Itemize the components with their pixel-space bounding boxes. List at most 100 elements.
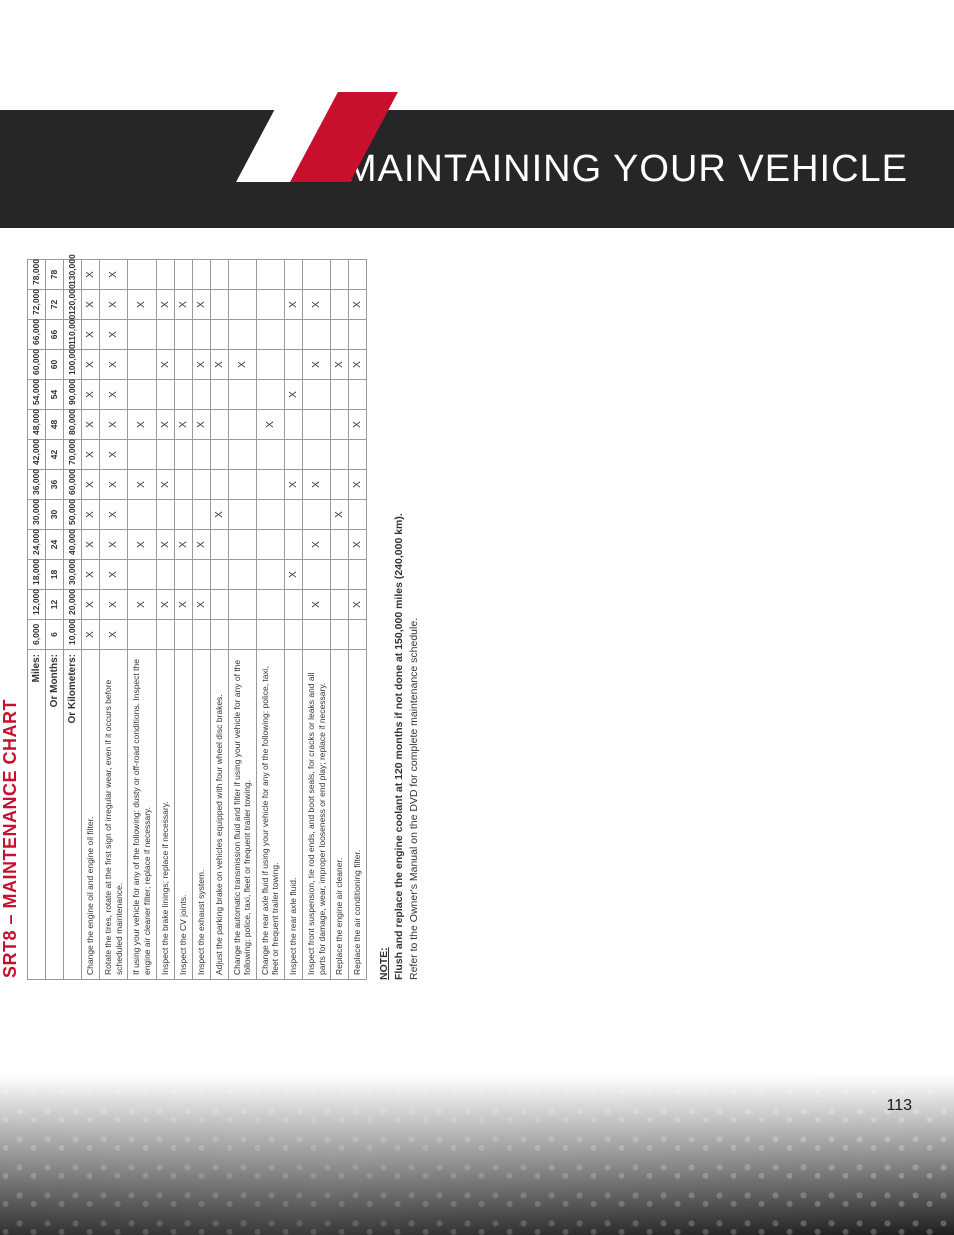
footer-texture <box>0 1075 954 1235</box>
task-mark: X <box>303 590 331 620</box>
task-mark <box>349 440 367 470</box>
task-description: Adjust the parking brake on vehicles equ… <box>210 650 228 980</box>
column-header: 48 <box>46 410 64 440</box>
task-mark: X <box>82 590 100 620</box>
task-mark <box>156 320 174 350</box>
task-mark <box>349 260 367 290</box>
header-row-label: Or Kilometers: <box>64 650 82 980</box>
task-mark <box>128 620 156 650</box>
task-mark <box>228 500 256 530</box>
task-description: Change the rear axle fluid if using your… <box>256 650 284 980</box>
column-header: 60,000 <box>28 350 46 380</box>
task-mark <box>128 320 156 350</box>
task-mark <box>303 560 331 590</box>
task-mark <box>331 410 349 440</box>
task-mark <box>256 290 284 320</box>
column-header: 42,000 <box>28 440 46 470</box>
task-mark: X <box>100 320 128 350</box>
task-mark <box>228 560 256 590</box>
task-mark: X <box>82 350 100 380</box>
task-description: Rotate the tires, rotate at the first si… <box>100 650 128 980</box>
column-header: 10,000 <box>64 620 82 650</box>
task-description: Change the engine oil and engine oil fil… <box>82 650 100 980</box>
task-mark: X <box>285 470 303 500</box>
note-bold-line: Flush and replace the engine coolant at … <box>392 260 407 980</box>
task-mark: X <box>156 350 174 380</box>
task-mark: X <box>156 530 174 560</box>
table-row: Replace the engine air cleaner.XX <box>331 260 349 980</box>
column-header: 78,000 <box>28 260 46 290</box>
task-mark <box>285 260 303 290</box>
task-mark <box>210 320 228 350</box>
task-mark: X <box>128 530 156 560</box>
table-row: Change the engine oil and engine oil fil… <box>82 260 100 980</box>
task-mark <box>174 500 192 530</box>
task-mark <box>174 350 192 380</box>
task-mark <box>285 350 303 380</box>
task-description: Inspect front suspension, tie rod ends, … <box>303 650 331 980</box>
column-header: 30,000 <box>28 500 46 530</box>
task-mark: X <box>100 260 128 290</box>
table-row: Inspect the CV joints.XXXX <box>174 260 192 980</box>
task-mark: X <box>174 410 192 440</box>
task-mark <box>303 500 331 530</box>
task-mark: X <box>82 260 100 290</box>
column-header: 54 <box>46 380 64 410</box>
task-mark <box>331 470 349 500</box>
task-mark <box>128 560 156 590</box>
task-mark: X <box>303 290 331 320</box>
task-mark <box>156 500 174 530</box>
task-description: Inspect the exhaust system. <box>192 650 210 980</box>
task-mark: X <box>100 530 128 560</box>
table-row: If using your vehicle for any of the fol… <box>128 260 156 980</box>
task-mark <box>285 440 303 470</box>
task-mark <box>192 320 210 350</box>
task-mark <box>210 560 228 590</box>
task-description: Replace the engine air cleaner. <box>331 650 349 980</box>
task-mark <box>174 470 192 500</box>
task-mark <box>228 290 256 320</box>
brand-slash-logo <box>260 92 430 182</box>
task-mark <box>192 500 210 530</box>
task-mark <box>331 560 349 590</box>
note-label: NOTE: <box>378 947 390 980</box>
task-mark <box>174 320 192 350</box>
task-mark: X <box>100 410 128 440</box>
column-header: 90,000 <box>64 380 82 410</box>
note-body: Refer to the Owner's Manual on the DVD f… <box>407 260 422 980</box>
task-mark <box>210 590 228 620</box>
task-mark: X <box>210 500 228 530</box>
table-row: Rotate the tires, rotate at the first si… <box>100 260 128 980</box>
task-mark <box>349 560 367 590</box>
column-header: 24,000 <box>28 530 46 560</box>
column-header: 24 <box>46 530 64 560</box>
column-header: 78 <box>46 260 64 290</box>
task-mark: X <box>331 350 349 380</box>
header-row-label: Miles: <box>28 650 46 980</box>
task-mark <box>331 320 349 350</box>
task-mark: X <box>156 470 174 500</box>
task-mark: X <box>82 500 100 530</box>
column-header: 36,000 <box>28 470 46 500</box>
task-mark: X <box>349 470 367 500</box>
task-mark: X <box>100 290 128 320</box>
task-mark: X <box>210 350 228 380</box>
task-mark: X <box>128 290 156 320</box>
task-description: Inspect the CV joints. <box>174 650 192 980</box>
task-mark <box>331 620 349 650</box>
column-header: 36 <box>46 470 64 500</box>
task-mark <box>174 260 192 290</box>
task-mark: X <box>100 590 128 620</box>
header-row-label: Or Months: <box>46 650 64 980</box>
header-band: MAINTAINING YOUR VEHICLE <box>0 110 954 228</box>
task-mark <box>228 260 256 290</box>
column-header: 6,000 <box>28 620 46 650</box>
task-mark <box>256 260 284 290</box>
task-mark <box>128 380 156 410</box>
column-header: 42 <box>46 440 64 470</box>
task-mark <box>349 320 367 350</box>
column-header: 18 <box>46 560 64 590</box>
task-mark <box>228 530 256 560</box>
task-mark <box>349 500 367 530</box>
task-mark <box>228 590 256 620</box>
